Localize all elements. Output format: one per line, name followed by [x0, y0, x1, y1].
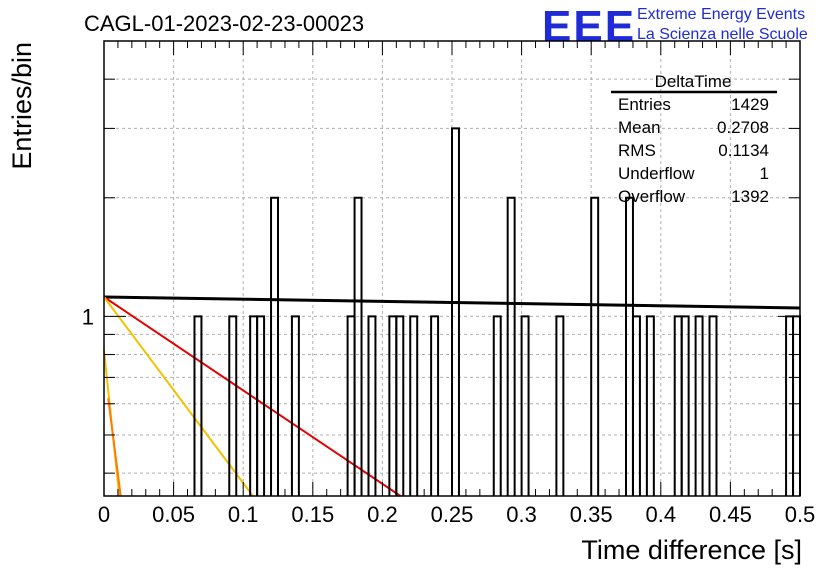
histogram-bar: [492, 315, 502, 496]
y-tick-label: 1: [82, 304, 94, 329]
x-axis-label: Time difference [s]: [581, 535, 802, 565]
histogram-bar: [256, 315, 266, 496]
fit-curve-3: [103, 296, 254, 497]
histogram-bar: [631, 315, 641, 496]
x-tick-label: 0: [98, 502, 110, 527]
x-tick-label: 0.05: [152, 502, 195, 527]
eee-logo: EEE Extreme Energy Events La Scienza nel…: [542, 2, 808, 51]
logo-letters: EEE: [542, 2, 636, 51]
histogram-bar: [555, 315, 565, 496]
stats-value-underflow: 1: [760, 164, 769, 183]
stats-value-rms: 0.1134: [718, 141, 769, 160]
stats-label-mean: Mean: [618, 118, 661, 137]
stats-value-overflow: 1392: [731, 187, 769, 206]
x-tick-label: 0.5: [785, 502, 816, 527]
histogram-bar: [708, 315, 718, 496]
y-axis-ticks: 1: [82, 78, 800, 474]
histogram-bar: [290, 315, 300, 496]
histogram-bar: [625, 196, 634, 496]
x-axis-ticks: 0 0.05 0.1 0.15 0.2 0.25 0.3 0.35 0.4 0.45 0.5: [98, 41, 815, 527]
x-tick-label: 0.2: [367, 502, 398, 527]
histogram-bar: [590, 196, 600, 496]
histogram-bar: [506, 196, 516, 496]
histogram-bar: [430, 315, 440, 496]
stats-label-rms: RMS: [618, 141, 656, 160]
x-tick-label: 0.15: [291, 502, 334, 527]
histogram-bar: [680, 315, 690, 496]
histogram-bar: [520, 315, 530, 496]
x-tick-label: 0.1: [228, 502, 259, 527]
histogram-bar: [249, 315, 259, 496]
x-tick-label: 0.4: [646, 502, 677, 527]
histogram-bar: [228, 315, 238, 496]
stats-value-mean: 0.2708: [717, 118, 769, 137]
stats-label-underflow: Underflow: [618, 164, 695, 183]
fit-curve-5: [107, 398, 122, 497]
stats-value-entries: 1429: [731, 95, 769, 114]
histogram-bar: [346, 315, 356, 496]
x-tick-label: 0.25: [431, 502, 474, 527]
histogram-bar: [395, 315, 405, 496]
x-tick-label: 0.3: [506, 502, 537, 527]
stats-label-overflow: Overflow: [618, 187, 686, 206]
histogram-bar: [409, 315, 419, 496]
stats-title: DeltaTime: [655, 72, 732, 91]
histogram-bar: [367, 315, 377, 496]
x-tick-label: 0.35: [570, 502, 613, 527]
histogram-bar: [193, 315, 203, 496]
logo-line-2: La Scienza nelle Scuole: [637, 26, 808, 43]
histogram-bars: [193, 127, 801, 496]
histogram-bar: [353, 196, 363, 496]
histogram-bar: [388, 315, 398, 496]
histogram-bar: [792, 315, 801, 496]
fit-curve-2: [103, 296, 402, 497]
stats-box: DeltaTime Entries 1429 Mean 0.2708 RMS 0…: [611, 72, 777, 206]
logo-line-1: Extreme Energy Events: [637, 6, 805, 23]
y-axis-label: Entries/bin: [7, 42, 37, 170]
histogram-bar: [270, 196, 279, 496]
x-tick-label: 0.45: [709, 502, 752, 527]
histogram-bar: [694, 315, 704, 496]
chart-title: CAGL-01-2023-02-23-00023: [84, 11, 364, 36]
histogram-bar: [451, 127, 460, 496]
histogram-bar: [673, 315, 683, 496]
histogram-bar: [785, 315, 795, 496]
histogram-bar: [645, 315, 655, 496]
stats-label-entries: Entries: [618, 95, 671, 114]
